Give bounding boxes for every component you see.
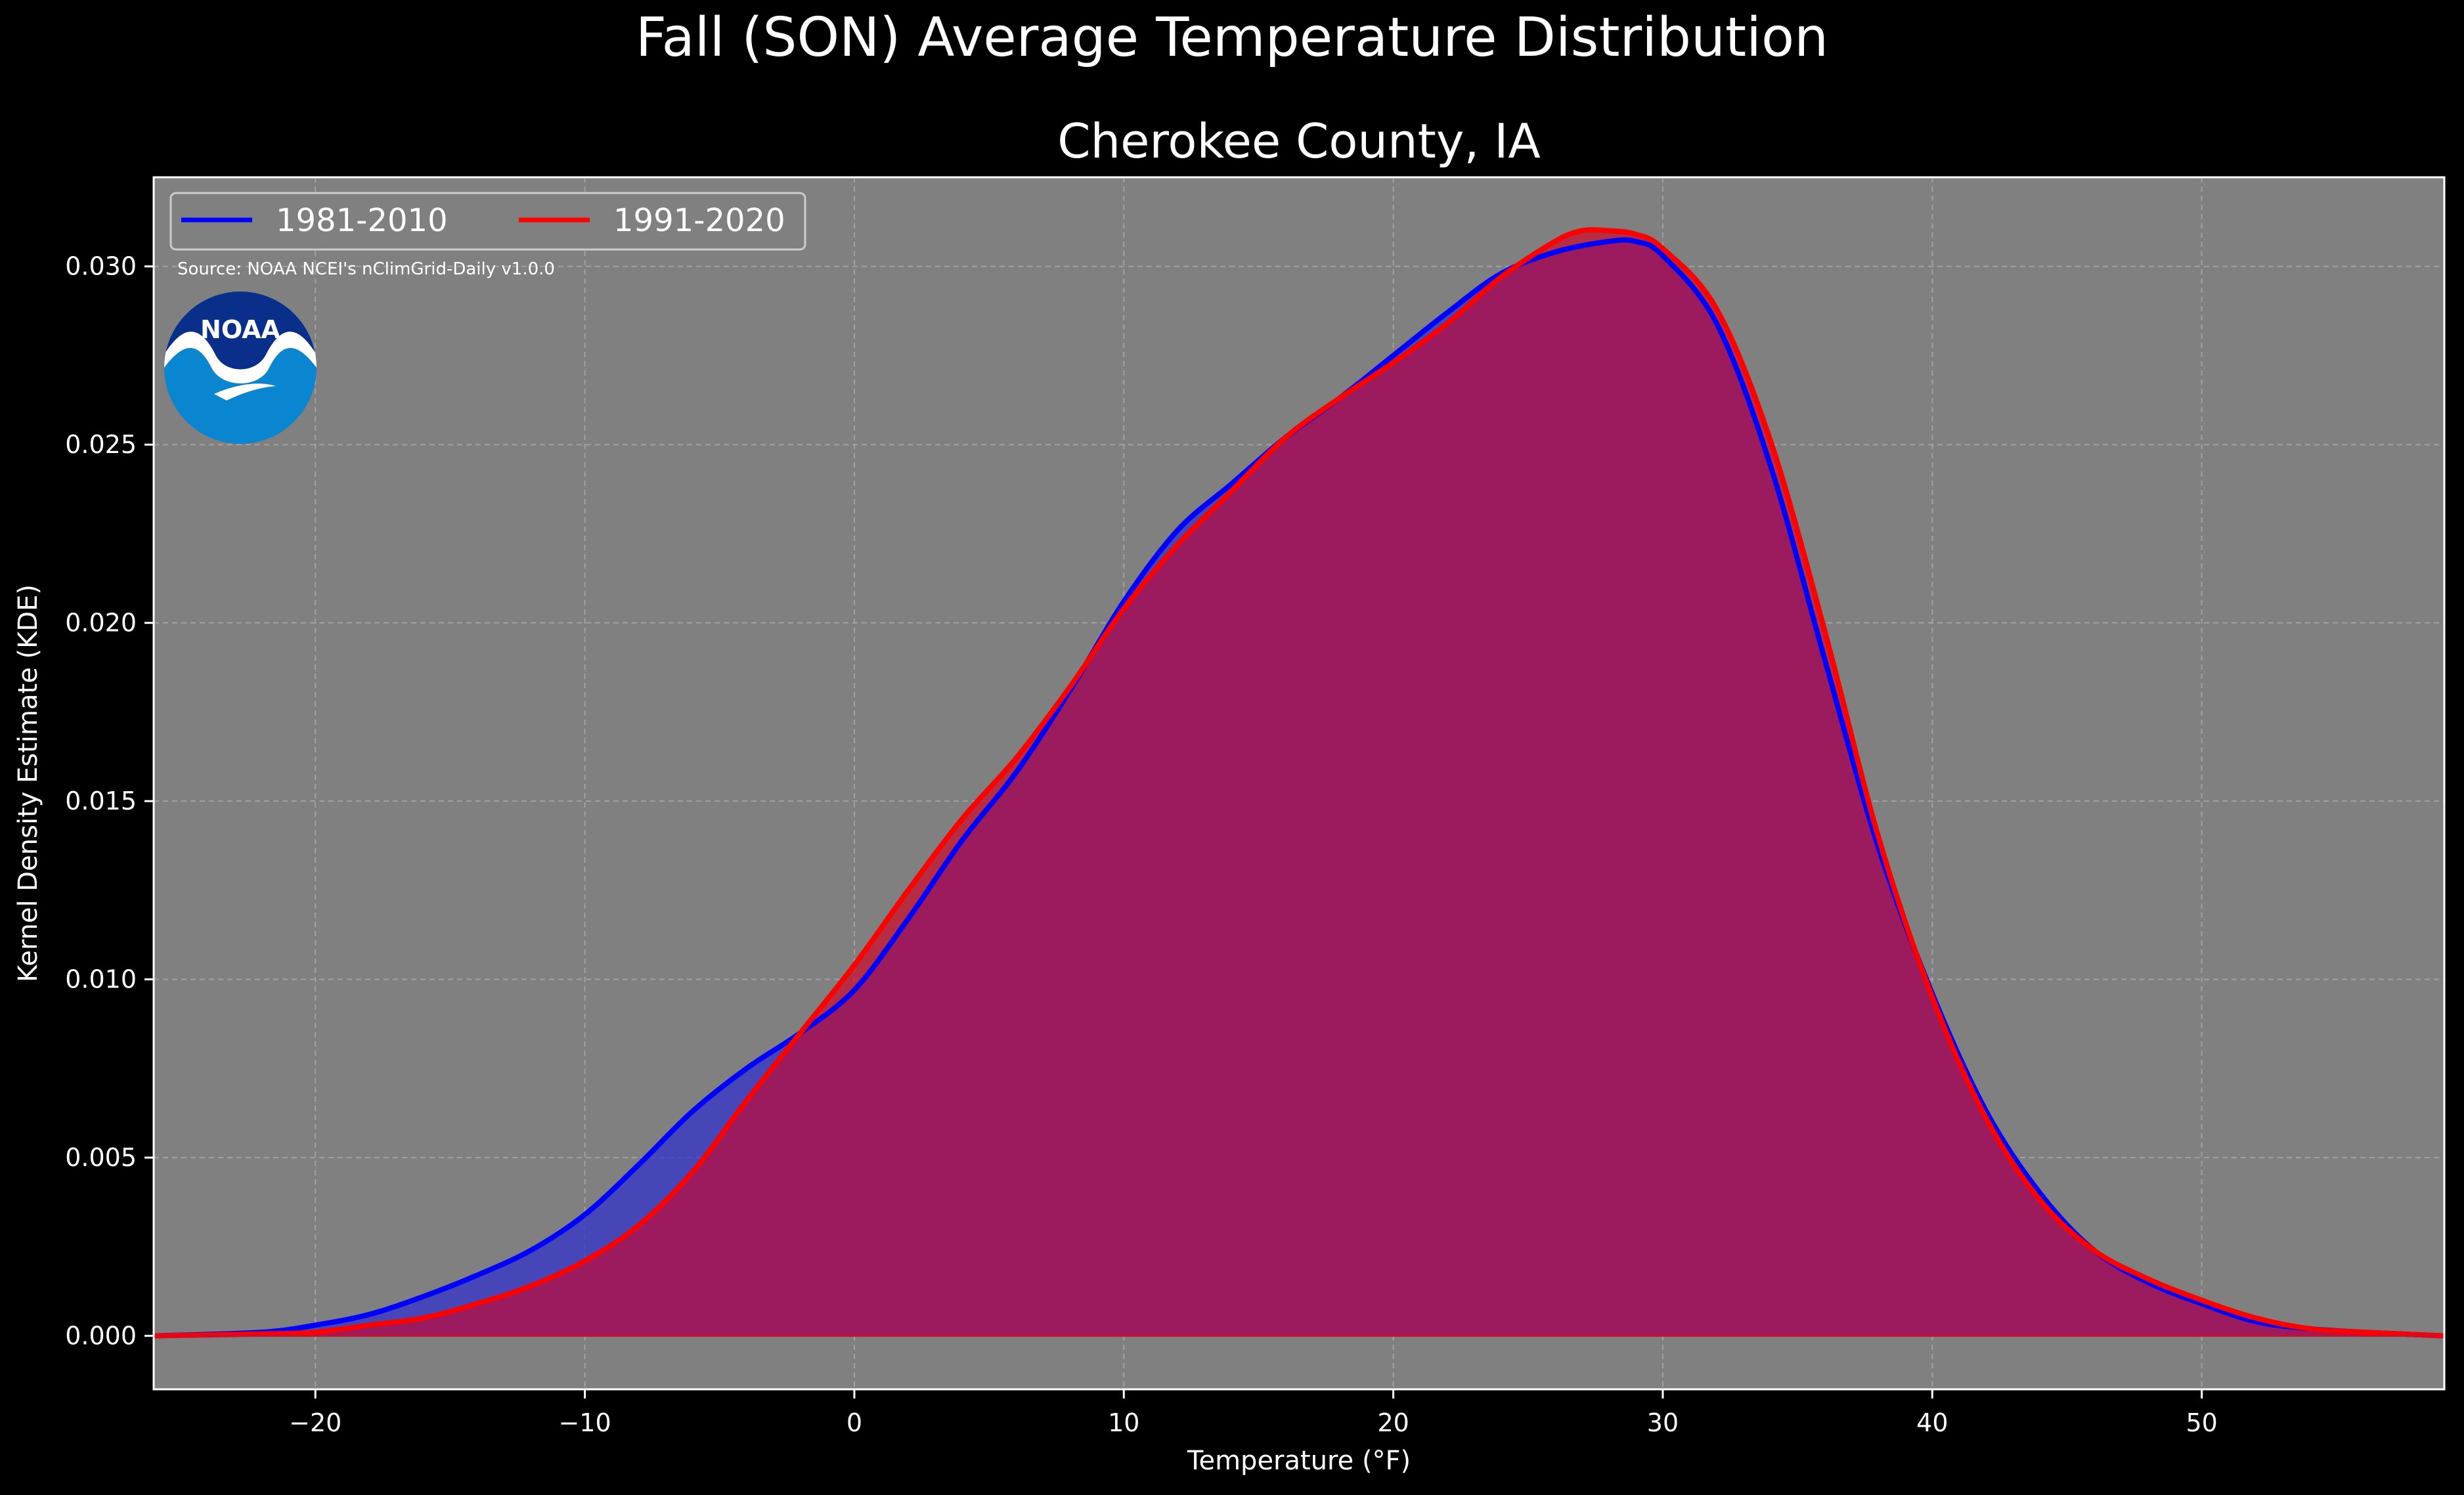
series-lines <box>153 227 2445 1339</box>
x-tick-label: 50 <box>2186 1408 2218 1437</box>
plot-frame <box>152 176 2446 1391</box>
source-note: Source: NOAA NCEI's nClimGrid-Daily v1.0… <box>177 259 555 279</box>
y-axis-label: Kernel Density Estimate (KDE) <box>13 584 43 982</box>
noaa-logo-text: NOAA <box>200 315 280 344</box>
legend-label-1981-2010: 1981-2010 <box>276 202 448 239</box>
y-tick-label: 0.000 <box>65 1322 137 1351</box>
line-1991-2020 <box>153 227 2445 1339</box>
x-axis-ticks: −20 −10 0 10 20 30 40 50 <box>289 1389 2218 1437</box>
x-tick-label: 0 <box>847 1408 862 1437</box>
x-tick-label: 40 <box>1916 1408 1948 1437</box>
y-tick-label: 0.005 <box>65 1143 137 1172</box>
overlap-area <box>154 240 2444 1336</box>
x-tick-label: 30 <box>1647 1408 1679 1437</box>
series-fills <box>154 229 2444 1336</box>
line-1981-2010 <box>153 237 2445 1339</box>
x-tick-label: 20 <box>1377 1408 1409 1437</box>
plot-area <box>152 176 2446 1391</box>
noaa-logo: NOAA <box>164 292 317 444</box>
y-tick-label: 0.010 <box>65 965 137 994</box>
x-axis-label: Temperature (°F) <box>1187 1446 1411 1476</box>
chart-subtitle: Cherokee County, IA <box>1057 114 1541 169</box>
y-tick-label: 0.025 <box>65 430 137 459</box>
legend-label-1991-2020: 1991-2020 <box>613 202 785 239</box>
legend: 1981-2010 1991-2020 <box>169 192 806 251</box>
legend-box <box>169 192 806 251</box>
y-tick-label: 0.015 <box>65 787 137 815</box>
y-tick-label: 0.020 <box>65 609 137 638</box>
chart-title: Fall (SON) Average Temperature Distribut… <box>636 7 1828 69</box>
y-tick-label: 0.030 <box>65 252 137 281</box>
y-axis-ticks: 0.000 0.005 0.010 0.015 0.020 0.025 0.030 <box>65 252 154 1351</box>
x-tick-label: −20 <box>289 1408 341 1437</box>
x-tick-label: −10 <box>558 1408 611 1437</box>
x-tick-label: 10 <box>1108 1408 1139 1437</box>
